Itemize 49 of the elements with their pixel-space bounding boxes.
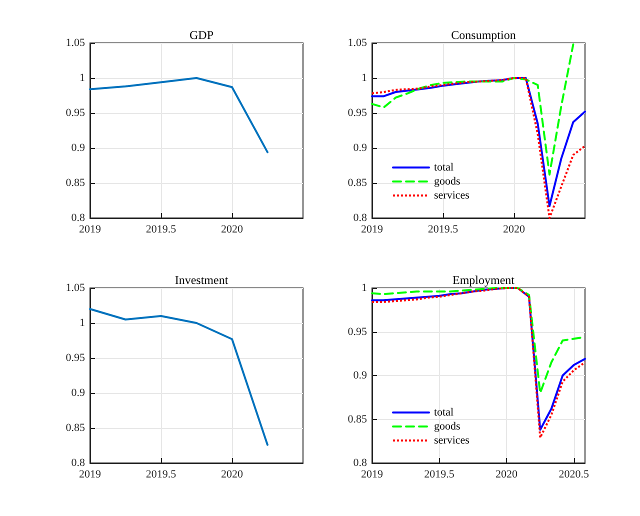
y-tick-label: 1 [80,317,85,329]
y-tick-label: 0.9 [71,387,86,399]
legend-label: goods [434,420,460,432]
y-tick-label: 0.8 [71,457,86,469]
y-tick-label: 0.8 [71,212,86,224]
y-tick-label: 0.85 [348,413,368,426]
y-tick-label: 0.9 [353,370,368,382]
y-tick-label: 1 [362,72,367,84]
y-tick-label: 1.05 [66,37,86,49]
chart-title: Employment [452,273,516,287]
y-tick-label: 0.85 [66,177,86,189]
y-tick-label: 0.8 [353,212,368,224]
y-tick-label: 0.9 [353,142,368,154]
x-tick-label: 2020 [496,468,518,480]
y-tick-label: 0.8 [353,457,368,469]
x-tick-label: 2020 [221,224,244,236]
y-tick-label: 1 [362,282,367,294]
y-tick-label: 1 [80,72,85,84]
y-tick-label: 0.95 [348,326,368,338]
x-tick-label: 2019 [361,468,384,480]
chart-title: Consumption [451,28,516,42]
line-series [89,77,268,154]
y-tick-label: 0.85 [66,422,86,434]
x-tick-label: 2019.5 [428,224,459,236]
y-tick-label: 1.05 [66,282,86,294]
x-tick-label: 2019.5 [146,468,177,480]
x-tick-label: 2019.5 [424,468,455,480]
legend-label: services [434,190,470,202]
y-tick-label: 0.85 [348,177,368,189]
legend-label: total [434,162,454,174]
x-tick-label: 2019.5 [146,224,177,236]
legend-label: services [434,434,470,446]
x-tick-label: 2019 [79,468,102,480]
x-tick-label: 2020 [503,224,526,236]
x-tick-label: 2020 [221,468,244,480]
y-tick-label: 0.95 [348,107,368,119]
x-tick-label: 2020.5 [558,468,590,480]
y-tick-label: 1.05 [348,37,368,49]
legend-label: goods [434,176,460,188]
legend-label: total [434,406,454,418]
y-tick-label: 0.95 [66,352,86,364]
x-tick-label: 2019 [361,224,384,236]
line-series [89,308,268,446]
chart-title: Investment [174,273,229,287]
y-tick-label: 0.95 [66,107,86,119]
x-tick-label: 2019 [79,224,102,236]
chart-title: GDP [189,28,214,42]
line-series [371,43,574,176]
y-tick-label: 0.9 [71,142,86,154]
